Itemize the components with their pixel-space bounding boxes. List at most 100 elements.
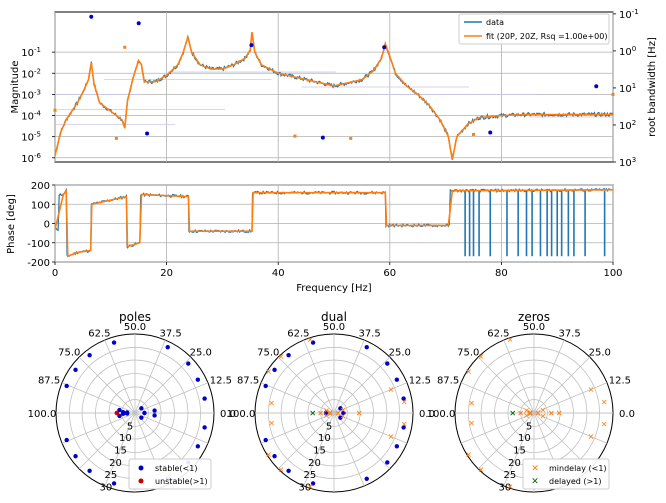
polar-point-dot [114,410,120,416]
polar-point-dot [385,361,390,366]
magnitude-ytick-label: 10-4 [21,110,41,123]
bandwidth-point-pole [136,21,141,26]
phase-y-label: Phase [deg] [6,194,17,254]
polar-point-dot [87,468,92,473]
polar-angle-label: 12.5 [409,376,431,387]
polar-point-dot [394,377,400,382]
polar-spoke [303,412,335,487]
polar-spoke [61,412,136,444]
bandwidth-point-pole [488,130,493,135]
polar-point-x: ✕ [527,409,534,418]
polar-point-dot [73,453,78,459]
poles-title: poles [119,310,151,324]
phase-xtick-label: 80 [495,268,508,279]
polar-point-x: ✕ [523,411,530,420]
polar-point-x: ✕ [601,398,608,407]
polar-spoke [533,339,565,414]
legend-mindelay-label: mindelay (<1) [549,464,607,473]
polar-point-x: ✕ [268,399,275,408]
polar-angle-label: 75.0 [257,347,279,358]
polar-point-x: ✕ [465,450,472,459]
polar-point-dot [202,425,207,430]
polar-point-dot [117,407,122,413]
polar-point-x: ✕ [556,409,563,418]
poles-polar-panel: 0.0 12.5 25.0 37.5 50.0 62.5 75.0 87.5 100.0 510 1… [28,322,236,493]
polar-angle-label: 87.5 [437,376,459,387]
polar-point-dot [186,361,191,366]
polar-spoke [503,339,535,414]
magnitude-y-label: Magnitude [10,61,21,114]
zeros-legend-box [522,458,610,490]
magnitude-ytick-label: 10-3 [21,88,41,101]
polar-spoke [104,339,136,414]
polar-spoke [477,412,535,470]
polar-point-x: ✕ [527,409,534,418]
polar-radial-label: 10 [119,433,132,444]
phase-ytick-label: 200 [31,181,50,192]
polar-spoke [333,356,391,414]
polar-point-x: ✕ [601,420,608,429]
polar-spoke [333,412,365,487]
polar-point-dot [323,411,329,416]
polar-point-x: ✕ [535,409,542,418]
legend-unstable-marker [138,478,144,484]
legend-unstable-label: unstable(>1) [155,477,208,486]
polar-spoke [303,339,335,414]
polar-point-x: ✕ [468,419,475,428]
polar-point-dot [111,481,117,486]
polar-point-dot [364,476,369,481]
polar-point-x: ✕ [265,450,272,459]
polar-point-x: ✕ [388,433,395,442]
polar-radial-label: 30 [100,482,113,493]
polar-spoke [460,382,535,414]
polar-point-dot [142,410,147,416]
magnitude-ytick-label: 10-1 [21,46,41,59]
polar-point-x: ✕ [478,465,485,474]
magnitude-ytick-label: 10-5 [21,131,41,144]
bandwidth-point-pole [145,131,150,136]
polar-radial-label: 20 [308,458,321,469]
polar-point-dot [120,411,126,416]
legend-fit-label: fit (20P, 20Z, Rsq =1.00e+00) [486,32,607,41]
polar-angle-label: 37.5 [159,329,181,340]
polar-point-dot [401,396,406,401]
legend-stable-marker [138,465,144,471]
legend-data-label: data [486,18,504,27]
polar-point-dot [272,453,277,459]
polar-radial-label: 25 [503,470,516,481]
polar-radial-label: 30 [299,482,312,493]
poles-legend: stable(<1) unstable(>1) [128,458,212,490]
polar-spoke [260,382,335,414]
bandwidth-point-pole [320,135,325,140]
polar-point-dot [338,415,343,420]
polar-angle-label: 87.5 [237,376,259,387]
polar-point-x: ✕ [323,411,330,420]
polar-radial-label: 15 [114,446,127,457]
polar-radial-label: 10 [518,433,531,444]
phase-ytick-label: 100 [31,200,50,211]
polar-point-dot [117,413,122,419]
series-fit-line [54,31,613,161]
polar-radial-label: 5 [326,421,332,432]
polar-point-x: ✕ [317,409,324,418]
polar-point-x: ✕ [509,409,516,418]
polar-spoke [333,412,391,470]
polar-point-x: ✕ [540,412,547,421]
dual-polar-panel: 0.0 12.5 25.0 37.5 50.0 62.5 75.0 87.5 100.0 510 1… [227,322,435,493]
polar-angle-label: 62.5 [88,329,110,340]
bandwidth-point-pole [382,45,387,50]
polar-spoke [460,412,535,444]
phase-xtick-label: 20 [160,268,173,279]
polar-angle-label: 62.5 [487,329,509,340]
polar-angle-label: 25.0 [589,347,611,358]
legend-delayed-marker: ✕ [531,477,539,487]
polar-spoke [533,382,608,414]
polar-radial-label: 25 [303,470,316,481]
polar-point-x: ✕ [278,465,285,474]
polar-angle-label: 25.0 [389,347,411,358]
polar-spoke [533,356,591,414]
polar-point-x: ✕ [556,409,563,418]
polar-point-x: ✕ [517,409,524,418]
polar-point-dot [195,377,201,382]
